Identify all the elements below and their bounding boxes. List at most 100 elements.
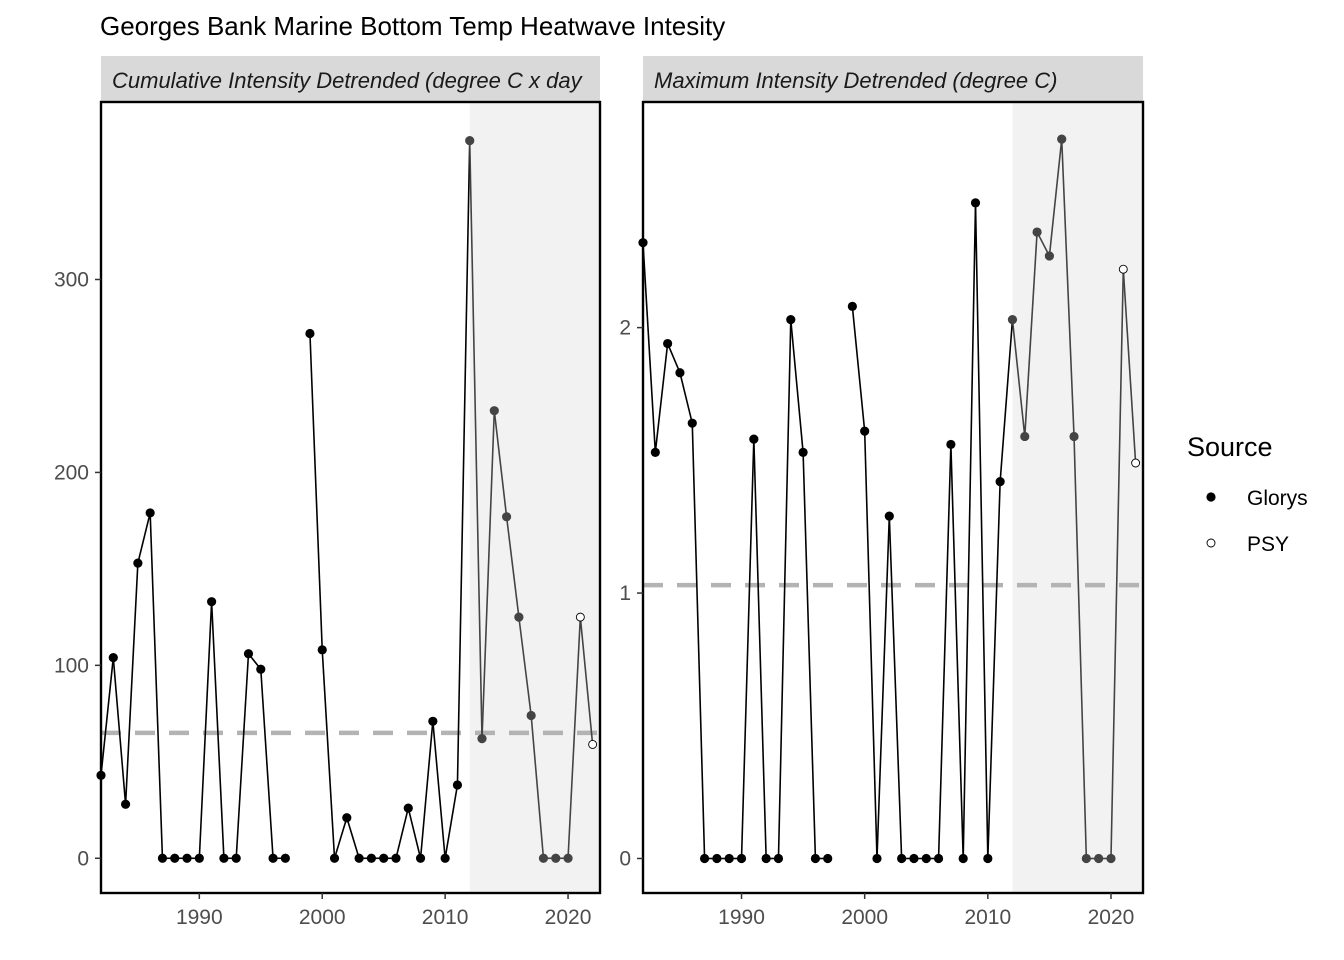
data-point-2020 bbox=[1106, 853, 1116, 864]
legend-key-psy bbox=[1206, 538, 1216, 548]
data-point-2022 bbox=[1131, 458, 1141, 468]
line-segment bbox=[851, 306, 866, 432]
legend-key-glorys bbox=[1206, 492, 1216, 502]
line-segment bbox=[1122, 269, 1137, 464]
data-point-2013 bbox=[1020, 431, 1030, 442]
recent-period-highlight bbox=[1012, 102, 1142, 893]
line-segment bbox=[1073, 436, 1088, 859]
y-tick-label: 1 bbox=[619, 582, 631, 605]
data-point-2000 bbox=[860, 426, 870, 436]
data-point-2016 bbox=[1057, 134, 1067, 144]
data-point-1989 bbox=[182, 853, 192, 863]
series-points bbox=[638, 134, 1141, 864]
line-segment bbox=[444, 784, 459, 859]
series-line bbox=[101, 140, 594, 860]
line-segment bbox=[198, 601, 213, 859]
data-point-1987 bbox=[157, 853, 168, 863]
line-segment bbox=[789, 319, 804, 453]
data-point-2018 bbox=[1081, 853, 1091, 864]
line-segment bbox=[468, 140, 483, 739]
x-tick-label: 2020 bbox=[1088, 906, 1135, 929]
legend-label-glorys: Glorys bbox=[1247, 487, 1308, 510]
data-point-1991 bbox=[207, 597, 217, 607]
data-point-2011 bbox=[995, 476, 1005, 487]
line-segment bbox=[1048, 139, 1063, 257]
line-segment bbox=[395, 807, 410, 859]
data-point-2001 bbox=[872, 853, 882, 864]
data-point-1986 bbox=[145, 508, 155, 518]
data-point-2003 bbox=[897, 853, 907, 864]
y-tick-label: 300 bbox=[54, 268, 89, 291]
data-point-2005 bbox=[379, 853, 389, 863]
line-segment bbox=[643, 242, 657, 453]
data-point-2019 bbox=[551, 853, 561, 863]
x-tick-label: 2000 bbox=[299, 906, 346, 929]
line-segment bbox=[1060, 139, 1075, 437]
data-point-1983 bbox=[650, 447, 660, 457]
data-point-2018 bbox=[538, 853, 549, 863]
data-point-1990 bbox=[194, 853, 204, 863]
data-point-2001 bbox=[329, 853, 340, 863]
line-segment bbox=[654, 343, 669, 453]
line-segment bbox=[124, 563, 139, 805]
data-point-2009 bbox=[428, 716, 438, 726]
panel-border bbox=[641, 100, 1145, 895]
data-point-2000 bbox=[317, 645, 327, 655]
data-point-2006 bbox=[391, 853, 401, 863]
data-point-1995 bbox=[256, 664, 266, 674]
data-point-1988 bbox=[170, 853, 180, 863]
line-segment bbox=[876, 516, 891, 859]
data-point-2002 bbox=[342, 813, 352, 823]
data-point-1999 bbox=[305, 328, 315, 339]
data-point-1997 bbox=[280, 853, 290, 863]
line-segment bbox=[149, 512, 164, 859]
line-segment bbox=[493, 410, 508, 517]
y-tick-label: 2 bbox=[619, 317, 631, 340]
data-point-1993 bbox=[231, 853, 241, 863]
line-segment bbox=[210, 601, 225, 859]
strip-label: Cumulative Intensity Detrended (degree C… bbox=[112, 68, 584, 93]
data-point-2012 bbox=[1007, 315, 1018, 325]
x-tick-label: 2020 bbox=[545, 906, 592, 929]
line-segment bbox=[321, 649, 336, 859]
line-segment bbox=[333, 817, 348, 859]
legend: Source Glorys PSY bbox=[1187, 432, 1308, 556]
data-point-2012 bbox=[465, 135, 475, 146]
data-point-2016 bbox=[514, 612, 524, 622]
data-point-1999 bbox=[847, 301, 857, 311]
data-point-1990 bbox=[736, 853, 747, 864]
line-segment bbox=[888, 516, 903, 859]
data-point-2010 bbox=[440, 853, 450, 863]
line-segment bbox=[950, 444, 964, 859]
data-point-1989 bbox=[724, 853, 734, 864]
line-segment bbox=[666, 343, 681, 374]
line-segment bbox=[259, 669, 274, 859]
line-segment bbox=[456, 140, 471, 785]
data-point-2003 bbox=[354, 853, 364, 863]
data-point-2017 bbox=[1069, 431, 1079, 442]
line-segment bbox=[691, 423, 706, 859]
panel-border bbox=[99, 100, 602, 895]
legend-title: Source bbox=[1187, 432, 1273, 462]
line-segment bbox=[309, 333, 324, 650]
line-segment bbox=[235, 653, 250, 859]
line-segment bbox=[1110, 269, 1125, 859]
data-point-2013 bbox=[477, 734, 487, 744]
data-point-1993 bbox=[773, 853, 784, 864]
line-segment bbox=[346, 817, 360, 859]
panel-maximum: Maximum Intensity Detrended (degree C) 0 1… bbox=[619, 56, 1145, 929]
data-point-2017 bbox=[526, 710, 536, 721]
x-tick-label: 1990 bbox=[718, 906, 765, 929]
data-point-1985 bbox=[133, 558, 143, 568]
chart-title: Georges Bank Marine Bottom Temp Heatwave… bbox=[100, 11, 725, 41]
line-segment bbox=[112, 657, 127, 805]
data-point-1991 bbox=[749, 434, 759, 444]
line-segment bbox=[863, 431, 878, 859]
line-segment bbox=[419, 721, 434, 859]
legend-label-psy: PSY bbox=[1247, 533, 1289, 556]
line-segment bbox=[579, 617, 594, 745]
x-tick-label: 2010 bbox=[964, 906, 1011, 929]
line-segment bbox=[1023, 232, 1038, 437]
strip-background bbox=[101, 56, 600, 102]
data-point-2008 bbox=[415, 853, 426, 863]
